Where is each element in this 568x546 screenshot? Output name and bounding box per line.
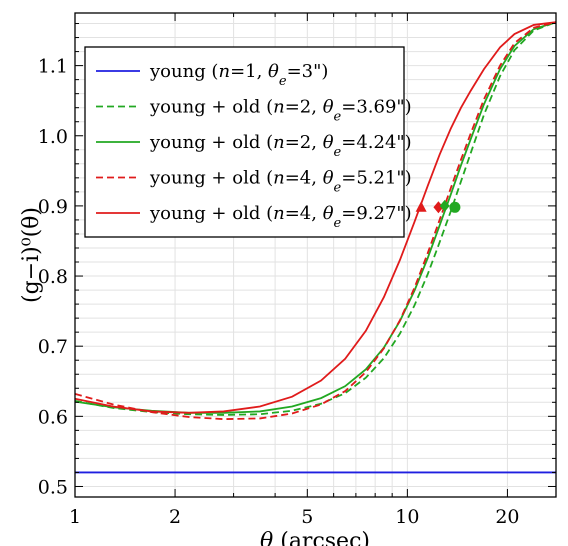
legend-label: young + old (n=2, θe=4.24") [149, 132, 412, 160]
y-tick-label: 0.5 [38, 476, 68, 498]
legend-label: young (n=1, θe=3") [149, 61, 328, 89]
marker-diamond [439, 199, 450, 212]
legend: young (n=1, θe=3") young + old (n=2, θe=3… [84, 46, 412, 238]
x-tick-label: 20 [495, 506, 519, 528]
series-layer [74, 21, 557, 474]
y-axis-label: (g−i)⁰(θ) [19, 207, 44, 303]
y-tick-label: 0.7 [38, 336, 68, 358]
marker-circle [449, 201, 461, 213]
x-tick-label: 2 [169, 506, 181, 528]
y-tick-label: 0.8 [38, 266, 68, 288]
y-tick-label: 0.9 [38, 196, 68, 218]
tick-labels: 1 2 5 10 20 0.5 0.6 0.7 0.8 0.9 1.0 1.1 [38, 56, 520, 528]
legend-label: young + old (n=2, θe=3.69") [149, 97, 412, 125]
series-line-5 [74, 21, 557, 414]
series-line-2 [74, 21, 557, 416]
marker-layer [415, 199, 461, 214]
ticks [74, 13, 556, 497]
marker-triangle [415, 201, 427, 212]
y-tick-label: 0.6 [38, 406, 68, 428]
y-tick-label: 1.1 [38, 56, 68, 78]
x-axis-label: θ (arcsec) [260, 529, 370, 546]
legend-label: young + old (n=4, θe=9.27") [149, 203, 412, 231]
y-tick-label: 1.0 [38, 126, 68, 148]
plot-frame [74, 12, 557, 498]
series-line-4 [74, 21, 557, 421]
x-tick-label: 5 [301, 506, 313, 528]
x-tick-label: 1 [69, 506, 81, 528]
x-tick-label: 10 [395, 506, 419, 528]
legend-label: young + old (n=4, θe=5.21") [149, 168, 412, 196]
marker-diamond [433, 201, 444, 214]
